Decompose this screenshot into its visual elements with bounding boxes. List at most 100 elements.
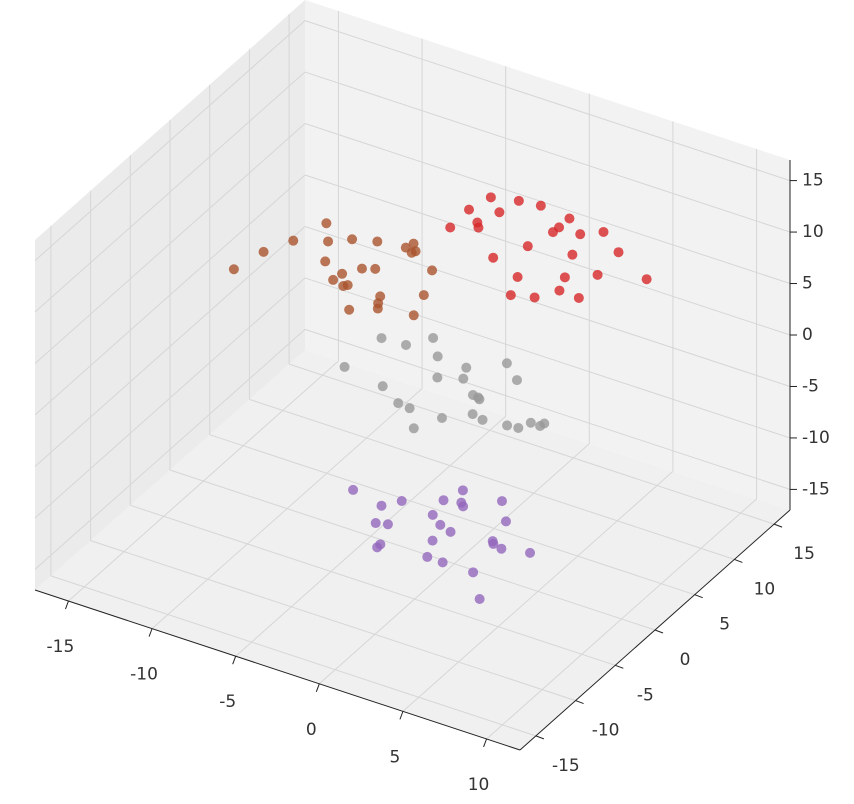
point: [488, 252, 499, 263]
grid-line: [249, 398, 735, 560]
grid-line: [34, 277, 306, 519]
point: [427, 509, 438, 520]
y-tick: [535, 735, 545, 740]
point: [458, 501, 469, 512]
point: [288, 235, 299, 246]
y-tick-label: -15: [552, 756, 580, 776]
point: [347, 234, 358, 245]
point: [323, 236, 334, 247]
point: [348, 484, 359, 495]
point: [477, 414, 488, 425]
y-tick: [654, 629, 664, 634]
point: [529, 292, 540, 303]
point: [435, 519, 446, 530]
point: [500, 516, 511, 527]
x-tick: [315, 683, 320, 692]
point: [372, 236, 383, 247]
point: [432, 372, 443, 383]
point: [401, 339, 412, 350]
point: [396, 495, 407, 506]
point: [328, 274, 339, 285]
point: [539, 418, 550, 429]
point: [320, 256, 331, 267]
point: [613, 247, 624, 258]
grid-line: [304, 225, 791, 387]
point: [525, 417, 536, 428]
grid-line: [130, 504, 616, 666]
y-tick: [734, 558, 743, 563]
grid-line: [169, 469, 656, 631]
grid-line: [34, 329, 306, 570]
point: [554, 285, 565, 296]
point: [535, 200, 546, 211]
point: [321, 218, 332, 229]
grid-line: [304, 277, 791, 439]
grid-line: [304, 20, 791, 182]
x-tick-label: 5: [390, 747, 401, 767]
point: [573, 292, 584, 303]
y-tick: [773, 523, 783, 528]
point: [559, 272, 570, 283]
point: [427, 535, 438, 546]
y-tick-label: -10: [592, 721, 620, 741]
z-tick-label: 5: [802, 274, 813, 294]
point: [427, 265, 438, 276]
z-tick-label: 15: [802, 171, 824, 191]
point: [356, 263, 367, 274]
point: [408, 310, 419, 321]
point: [375, 291, 386, 302]
x-tick: [399, 711, 404, 720]
grid-line: [34, 174, 306, 416]
point: [474, 594, 485, 605]
y-tick-label: 0: [680, 650, 691, 670]
x-tick: [483, 738, 488, 748]
y-tick-label: 10: [754, 579, 776, 599]
point: [400, 242, 411, 253]
x-tick: [232, 656, 237, 665]
point: [258, 246, 269, 257]
point: [496, 496, 507, 507]
point: [344, 304, 355, 315]
grid-line: [304, 174, 791, 336]
point: [468, 567, 479, 578]
x-tick: [148, 628, 153, 637]
point: [377, 381, 388, 392]
point: [513, 422, 524, 433]
point: [436, 412, 447, 423]
point: [464, 204, 475, 215]
point: [512, 272, 523, 283]
point: [342, 280, 353, 291]
point: [525, 547, 536, 558]
y-tick: [575, 700, 584, 705]
z-tick-label: 0: [802, 325, 813, 345]
point: [372, 542, 383, 553]
grid-line: [50, 575, 537, 737]
grid-line: [209, 434, 695, 596]
grid-line: [34, 123, 306, 364]
y-tick: [615, 664, 624, 669]
y-tick-label: -5: [637, 685, 654, 705]
z-tick-label: -15: [802, 479, 830, 499]
x-tick-label: -10: [130, 665, 158, 685]
z-tick-label: -10: [802, 428, 830, 448]
point: [337, 268, 348, 279]
point: [418, 290, 429, 301]
y-tick-label: 5: [719, 615, 730, 635]
point: [575, 229, 586, 240]
point: [641, 274, 652, 285]
point: [408, 423, 419, 434]
point: [513, 195, 524, 206]
x-tick-label: -5: [219, 692, 236, 712]
point: [432, 351, 443, 362]
point: [445, 222, 456, 233]
point: [487, 536, 498, 547]
grid-line: [288, 363, 775, 525]
point: [473, 392, 484, 403]
point: [567, 249, 578, 260]
x-tick-label: 0: [306, 720, 317, 740]
point: [422, 551, 433, 562]
point: [522, 241, 533, 252]
grid-line: [304, 328, 791, 490]
point: [505, 290, 516, 301]
